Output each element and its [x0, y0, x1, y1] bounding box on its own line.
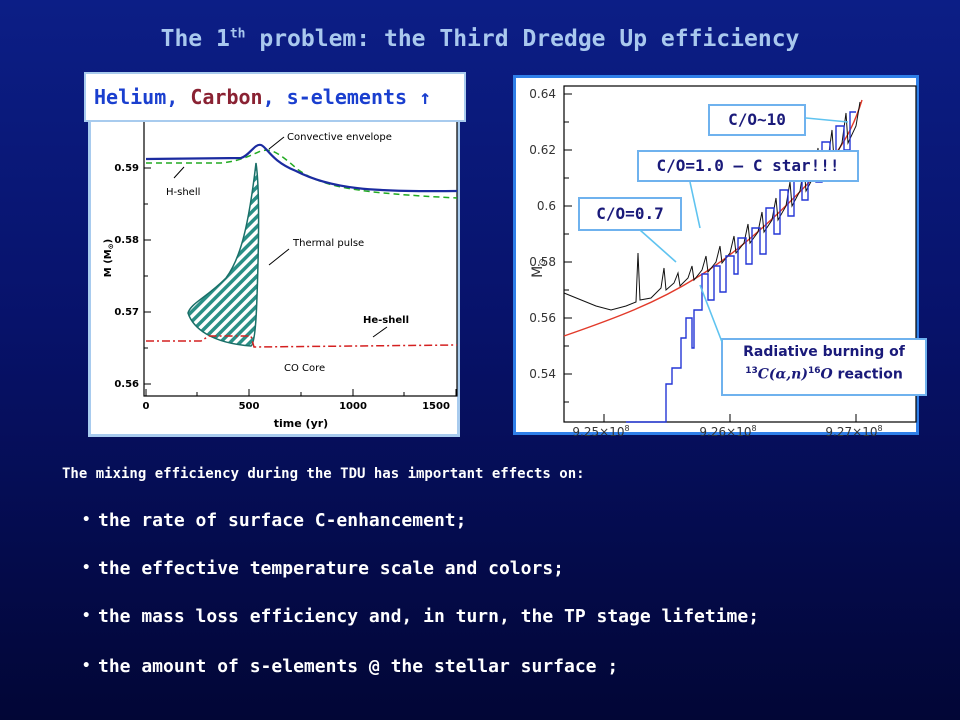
callout-co-10: C/O~10	[708, 104, 806, 136]
bullet-icon: •	[82, 608, 91, 624]
list-item: • the effective temperature scale and col…	[82, 558, 564, 579]
x-tick: 9.25×108	[572, 424, 629, 439]
y-axis-label: M (M⊙)	[103, 239, 115, 277]
arrow-icon	[268, 248, 290, 266]
list-item: • the mass loss efficiency and, in turn, …	[82, 606, 760, 627]
x-tick: 500	[239, 401, 260, 412]
x-tick: 9.26×108	[699, 424, 756, 439]
plot-frame	[563, 85, 917, 423]
arrow-icon	[268, 136, 285, 150]
y-tick: 0.56	[114, 379, 139, 390]
list-item: • the amount of s-elements @ the stellar …	[82, 656, 619, 677]
arrow-icon	[173, 166, 185, 179]
mass-evolution-plot: 0.64 0.62 0.6 0.58 0.56 0.54 9.25×108 9.…	[529, 85, 917, 439]
y-tick: 0.6	[537, 199, 556, 213]
convective-envelope-line	[145, 143, 458, 193]
annotation-convective-envelope: Convective envelope	[287, 132, 392, 143]
y-tick: 0.62	[529, 143, 556, 157]
thermal-pulse-figure: 0.59 0.58 0.57 0.56 0 500 1000 1500 time…	[88, 100, 460, 437]
y-tick: 0.59	[114, 163, 139, 174]
y-axis-label: M⊙	[530, 258, 548, 278]
bullet-icon: •	[82, 658, 91, 674]
callout-co-0-7: C/O=0.7	[578, 197, 682, 231]
he-shell-line	[146, 335, 458, 348]
x-tick: 0	[143, 401, 150, 412]
annotation-thermal-pulse: Thermal pulse	[292, 238, 364, 249]
callout-radiative-burning: Radiative burning of 13C(α,n)16O reactio…	[721, 338, 927, 396]
annotation-co-core: CO Core	[284, 363, 325, 374]
x-axis-label: time (yr)	[274, 417, 328, 430]
x-tick: 1500	[422, 401, 450, 412]
x-tick: 9.27×108	[825, 424, 882, 439]
intro-text: The mixing efficiency during the TDU has…	[62, 466, 585, 482]
bullet-icon: •	[82, 560, 91, 576]
annotation-he-shell: He-shell	[363, 315, 409, 326]
y-tick: 0.56	[529, 311, 556, 325]
y-tick: 0.57	[114, 307, 139, 318]
thermal-pulse-plot: 0.59 0.58 0.57 0.56 0 500 1000 1500 time…	[103, 120, 458, 430]
up-arrow-icon: ↑	[419, 85, 432, 109]
element-legend: Helium, Carbon, s-elements ↑	[84, 72, 466, 122]
y-tick: 0.54	[529, 367, 556, 381]
h-shell-line	[146, 149, 458, 199]
slide-title: The 1th problem: the Third Dredge Up eff…	[160, 26, 800, 52]
y-tick: 0.58	[529, 255, 556, 269]
annotation-h-shell: H-shell	[166, 187, 200, 198]
callout-co-1-cstar: C/O=1.0 – C star!!!	[637, 150, 859, 182]
list-item: • the rate of surface C-enhancement;	[82, 510, 467, 531]
y-tick: 0.58	[114, 235, 139, 246]
bullet-icon: •	[82, 512, 91, 528]
arrow-icon	[372, 326, 388, 338]
y-tick: 0.64	[529, 87, 556, 101]
x-tick: 1000	[339, 401, 367, 412]
